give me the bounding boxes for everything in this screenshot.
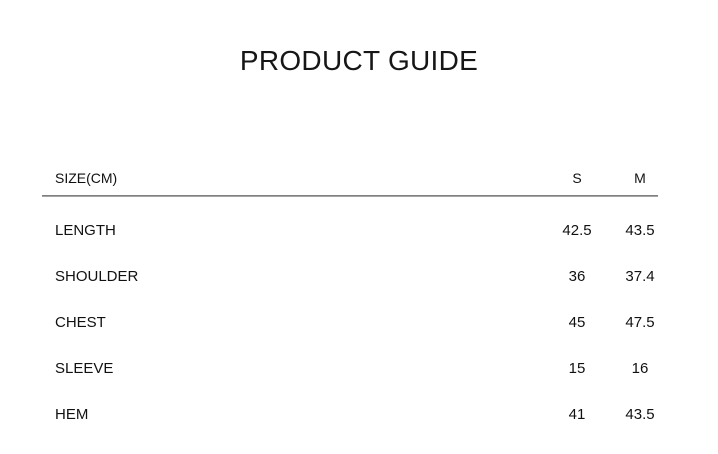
size-column-m: M	[634, 169, 646, 186]
size-guide-table: SIZE(CM) S M LENGTH 42.5 43.5 SHOULDER 3…	[42, 160, 658, 437]
size-s-value: 45	[568, 313, 586, 331]
size-s-value: 41	[568, 405, 586, 423]
table-row: LENGTH 42.5 43.5	[42, 207, 658, 253]
measurement-label: SLEEVE	[55, 359, 114, 377]
size-s-value: 15	[568, 359, 586, 377]
table-row: SLEEVE 15 16	[42, 345, 658, 391]
size-s-value: 36	[568, 267, 586, 285]
page-title: PRODUCT GUIDE	[239, 45, 479, 76]
measurement-label: LENGTH	[55, 221, 116, 239]
size-column-s: S	[572, 169, 582, 186]
measurement-label: HEM	[55, 405, 89, 423]
size-s-value: 42.5	[562, 221, 592, 239]
size-m-value: 43.5	[625, 221, 655, 239]
size-m-value: 43.5	[625, 405, 655, 423]
header-divider	[42, 195, 658, 198]
table-row: HEM 41 43.5	[42, 391, 658, 437]
table-row: SHOULDER 36 37.4	[42, 253, 658, 299]
table-row: CHEST 45 47.5	[42, 299, 658, 345]
size-unit-header: SIZE(CM)	[55, 169, 118, 186]
measurement-label: SHOULDER	[55, 267, 139, 285]
measurement-label: CHEST	[55, 313, 106, 331]
size-m-value: 37.4	[625, 267, 655, 285]
size-m-value: 47.5	[625, 313, 655, 331]
size-table-body: LENGTH 42.5 43.5 SHOULDER 36 37.4 CHEST …	[42, 197, 658, 437]
size-table-header-row: SIZE(CM) S M	[42, 160, 658, 195]
size-m-value: 16	[631, 359, 649, 377]
